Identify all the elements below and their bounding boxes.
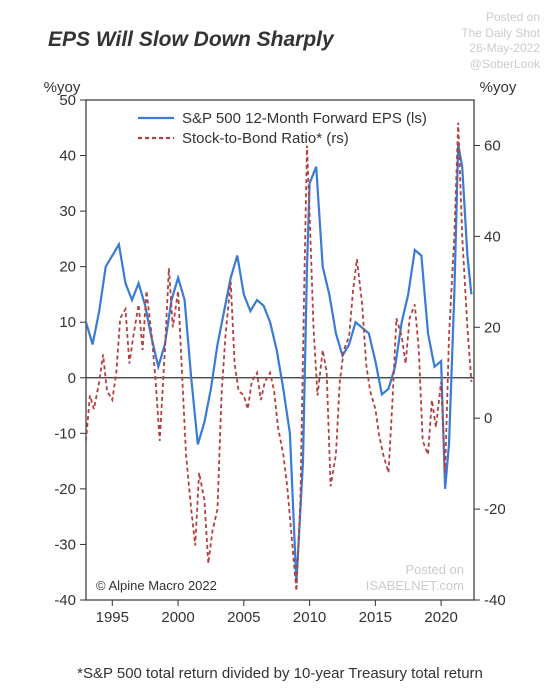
handle: @SoberLook [461,57,540,73]
left-tick-label: 40 [59,148,76,165]
plot-border [86,100,474,600]
watermark-top: Posted on The Daily Shot 26-May-2022 @So… [461,10,540,72]
source-note: © Alpine Macro 2022 [96,578,217,593]
left-tick-label: -10 [54,425,76,442]
posted-on-label: Posted on [461,10,540,26]
posted-on-bottom-label: Posted on [405,562,464,577]
right-tick-label: 0 [484,410,492,427]
footnote: *S&P 500 total return divided by 10-year… [0,665,560,682]
left-tick-label: -20 [54,481,76,498]
posted-on-source: The Daily Shot [461,26,540,42]
left-tick-label: -30 [54,536,76,553]
left-tick-label: 20 [59,259,76,276]
left-tick-label: 10 [59,314,76,331]
legend-label: Stock-to-Bond Ratio* (rs) [182,130,349,147]
x-tick-label: 2010 [293,609,326,626]
chart-svg: -40-30-20-1001020304050-40-2002040601995… [38,72,522,632]
x-tick-label: 2005 [227,609,260,626]
chart-title: EPS Will Slow Down Sharply [48,28,334,52]
x-tick-label: 1995 [96,609,129,626]
posted-on-date: 26-May-2022 [461,41,540,57]
right-tick-label: 20 [484,319,501,336]
left-axis-label: %yoy [44,79,81,96]
chart-container: -40-30-20-1001020304050-40-2002040601995… [38,72,522,632]
right-tick-label: 40 [484,228,501,245]
legend-label: S&P 500 12-Month Forward EPS (ls) [182,110,427,127]
left-tick-label: 0 [68,370,76,387]
left-tick-label: -40 [54,592,76,609]
x-tick-label: 2015 [359,609,392,626]
right-tick-label: -40 [484,592,506,609]
right-axis-label: %yoy [480,79,517,96]
posted-on-bottom-source: ISABELNET.com [366,578,464,593]
x-tick-label: 2000 [161,609,194,626]
x-tick-label: 2020 [424,609,457,626]
right-tick-label: 60 [484,137,501,154]
right-tick-label: -20 [484,501,506,518]
left-tick-label: 30 [59,203,76,220]
